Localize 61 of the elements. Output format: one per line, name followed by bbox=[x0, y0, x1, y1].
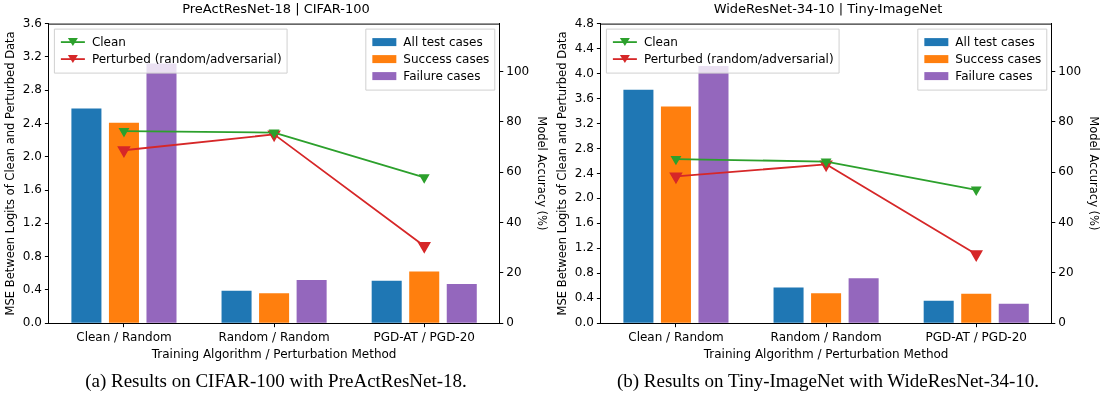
y-tick-label: 2.0 bbox=[22, 148, 42, 163]
y-axis-title: MSE Between Logits of Clean and Perturbed Data bbox=[554, 31, 569, 316]
y2-tick-label: 80 bbox=[1058, 113, 1074, 128]
y2-tick-label: 20 bbox=[506, 264, 522, 279]
x-tick-label: PGD-AT / PGD-20 bbox=[925, 329, 1027, 344]
legend-label: Failure cases bbox=[955, 69, 1033, 84]
y-tick-label: 1.2 bbox=[22, 215, 42, 230]
y-tick-label: 2.8 bbox=[22, 82, 42, 97]
chart-title: WideResNet-34-10 | Tiny-ImageNet bbox=[713, 1, 943, 17]
y-tick-label: 1.6 bbox=[22, 182, 42, 197]
y-tick-label: 4.8 bbox=[574, 15, 594, 30]
legend-label: Clean bbox=[91, 35, 126, 50]
y-tick-label: 0.0 bbox=[22, 315, 42, 330]
y-tick-label: 0.4 bbox=[574, 290, 594, 305]
y-tick-label: 1.6 bbox=[574, 215, 594, 230]
y-tick-label: 0.0 bbox=[574, 315, 594, 330]
legend-label: Failure cases bbox=[403, 69, 481, 84]
y2-tick-label: 80 bbox=[506, 113, 522, 128]
x-tick-label: Clean / Random bbox=[76, 329, 172, 344]
y-tick-label: 2.8 bbox=[574, 140, 594, 155]
x-tick-label: Random / Random bbox=[770, 329, 882, 344]
y-tick-label: 2.4 bbox=[574, 165, 594, 180]
legend-label: Success cases bbox=[403, 52, 490, 67]
y2-tick-label: 100 bbox=[506, 63, 530, 78]
x-axis-title: Training Algorithm / Perturbation Method bbox=[702, 346, 949, 361]
y-tick-label: 3.2 bbox=[574, 115, 594, 130]
y-tick-label: 3.6 bbox=[574, 90, 594, 105]
y-tick-label: 0.8 bbox=[22, 248, 42, 263]
y2-tick-label: 0 bbox=[506, 315, 514, 330]
y2-tick-label: 20 bbox=[1058, 264, 1074, 279]
y-tick-label: 4.4 bbox=[574, 40, 594, 55]
y2-tick-label: 100 bbox=[1058, 63, 1082, 78]
y-tick-label: 0.8 bbox=[574, 265, 594, 280]
y2-tick-label: 60 bbox=[1058, 164, 1074, 179]
y2-tick-label: 40 bbox=[1058, 214, 1074, 229]
x-tick-label: Random / Random bbox=[218, 329, 330, 344]
y-tick-label: 1.2 bbox=[574, 240, 594, 255]
text: (a) Results on CIFAR-100 with PreActResNet-18. bbox=[84, 370, 468, 392]
y2-tick-label: 0 bbox=[1058, 315, 1066, 330]
y2-tick-label: 40 bbox=[506, 214, 522, 229]
y2-axis-title: Model Accuracy (%) bbox=[535, 116, 550, 231]
legend-label: Clean bbox=[643, 35, 678, 50]
chart-title: PreActResNet-18 | CIFAR-100 bbox=[182, 1, 370, 17]
x-tick-label: Clean / Random bbox=[628, 329, 724, 344]
y-tick-label: 2.4 bbox=[22, 115, 42, 130]
x-tick-label: PGD-AT / PGD-20 bbox=[373, 329, 475, 344]
y2-tick-label: 60 bbox=[506, 164, 522, 179]
x-axis-title: Training Algorithm / Perturbation Method bbox=[150, 346, 397, 361]
y-tick-label: 4.0 bbox=[574, 65, 594, 80]
y-tick-label: 3.2 bbox=[22, 49, 42, 64]
legend-label: Perturbed (random/adversarial) bbox=[643, 52, 834, 67]
y-axis-title: MSE Between Logits of Clean and Perturbed Data bbox=[2, 31, 17, 316]
legend-label: Success cases bbox=[955, 52, 1042, 67]
y2-axis-title: Model Accuracy (%) bbox=[1087, 116, 1102, 231]
legend-label: All test cases bbox=[403, 35, 483, 50]
y-tick-label: 0.4 bbox=[22, 282, 42, 297]
text: (b) Results on Tiny-ImageNet with WideResNet-34-10. bbox=[615, 370, 1041, 392]
legend-label: Perturbed (random/adversarial) bbox=[91, 52, 282, 67]
y-tick-label: 2.0 bbox=[574, 190, 594, 205]
legend-label: All test cases bbox=[955, 35, 1035, 50]
y-tick-label: 3.6 bbox=[22, 15, 42, 30]
